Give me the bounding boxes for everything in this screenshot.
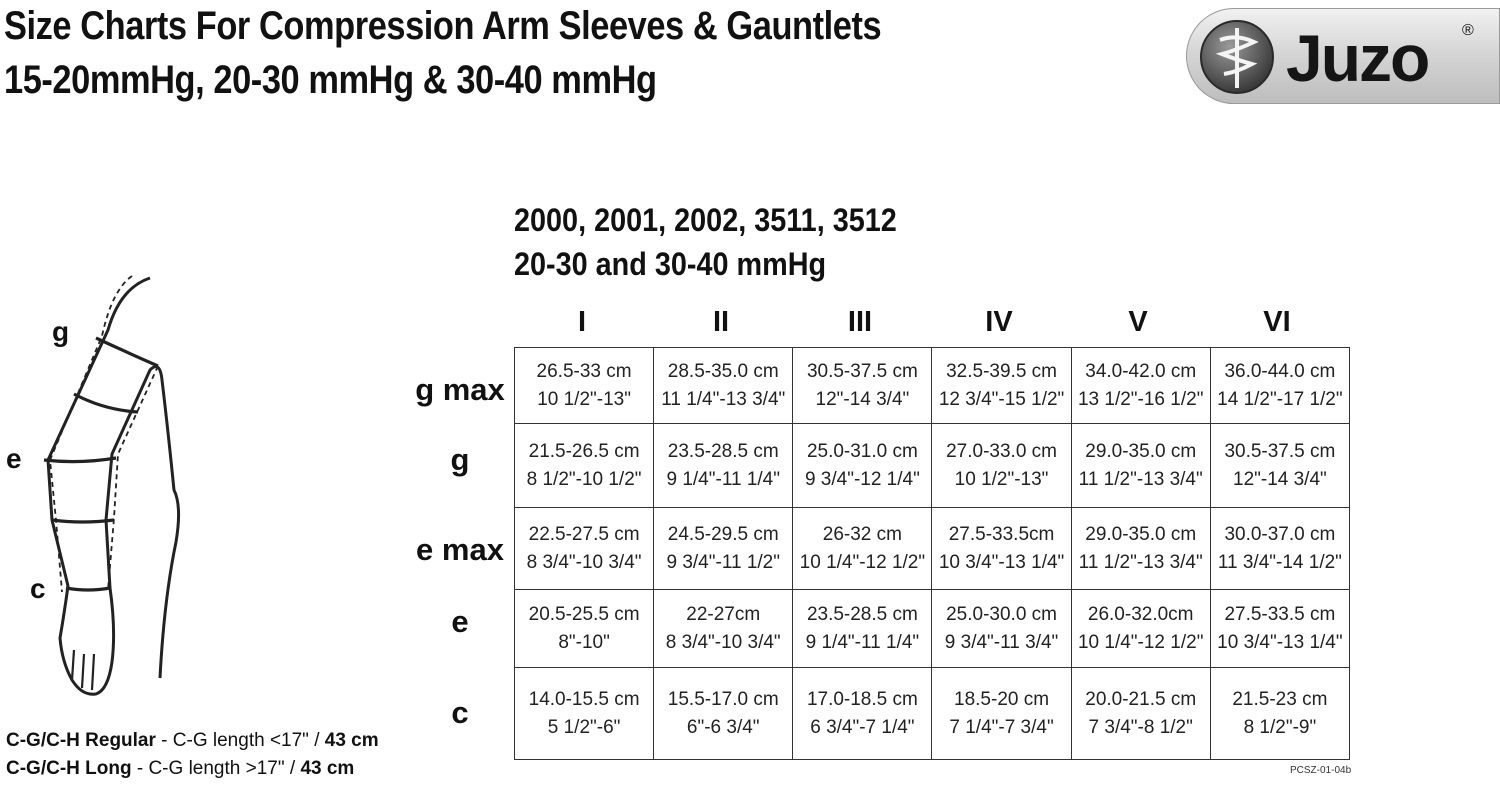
arm-outline	[46, 276, 181, 696]
table-cell: 27.5-33.5cm 10 3/4"-13 1/4"	[931, 507, 1072, 590]
size-header-5: V	[1128, 306, 1148, 338]
sleeve-outline-outer	[49, 275, 133, 593]
footnote-regular: C-G/C-H Regular - C-G length <17" / 43 c…	[6, 730, 379, 751]
table-cell: 27.0-33.0 cm 10 1/2"-13"	[931, 423, 1072, 508]
table-cell: 15.5-17.0 cm 6"-6 3/4"	[653, 667, 794, 760]
table-cell: 25.0-30.0 cm 9 3/4"-11 3/4"	[931, 589, 1072, 668]
table-cell: 20.5-25.5 cm 8"-10"	[513, 589, 655, 668]
table-cell: 30.0-37.0 cm 11 3/4"-14 1/2"	[1209, 507, 1351, 590]
table-cell: 32.5-39.5 cm 12 3/4"-15 1/2"	[931, 347, 1072, 424]
brand-logo: Juzo ®	[1186, 8, 1500, 104]
diagram-label-e: e	[6, 443, 22, 474]
size-chart-table: 26.5-33 cm 10 1/2"-13" 28.5-35.0 cm 11 1/4…	[513, 347, 1351, 760]
e-band	[43, 456, 117, 464]
table-cell: 20.0-21.5 cm 7 3/4"-8 1/2"	[1070, 667, 1211, 760]
table-cell: 29.0-35.0 cm 11 1/2"-13 3/4"	[1070, 507, 1211, 590]
row-label-g: g	[450, 442, 470, 477]
table-cell: 21.5-23 cm 8 1/2"-9"	[1209, 667, 1351, 760]
table-row: 20.5-25.5 cm 8"-10" 22-27cm 8 3/4"-10 3/4"…	[513, 589, 1351, 668]
table-row: 21.5-26.5 cm 8 1/2"-10 1/2" 23.5-28.5 cm 9…	[513, 423, 1351, 508]
table-cell: 25.0-31.0 cm 9 3/4"-12 1/4"	[792, 423, 933, 508]
table-cell: 36.0-44.0 cm 14 1/2"-17 1/2"	[1209, 347, 1351, 424]
table-cell: 30.5-37.5 cm 12"-14 3/4"	[1209, 423, 1351, 508]
table-cell: 17.0-18.5 cm 6 3/4"-7 1/4"	[792, 667, 933, 760]
table-cell: 30.5-37.5 cm 12"-14 3/4"	[792, 347, 933, 424]
table-cell: 14.0-15.5 cm 5 1/2"-6"	[513, 667, 655, 760]
table-row: 26.5-33 cm 10 1/2"-13" 28.5-35.0 cm 11 1/4…	[513, 347, 1351, 424]
table-row: 22.5-27.5 cm 8 3/4"-10 3/4" 24.5-29.5 cm 9…	[513, 507, 1351, 590]
brand-name: Juzo	[1286, 21, 1430, 95]
product-compression: 20-30 and 30-40 mmHg	[514, 246, 827, 282]
size-header-4: IV	[985, 306, 1013, 338]
table-cell: 22-27cm 8 3/4"-10 3/4"	[653, 589, 794, 668]
table-cell: 23.5-28.5 cm 9 1/4"-11 1/4"	[653, 423, 794, 508]
product-models: 2000, 2001, 2002, 3511, 3512	[514, 202, 897, 238]
table-row: 14.0-15.5 cm 5 1/2"-6" 15.5-17.0 cm 6"-6 3…	[513, 667, 1351, 760]
table-cell: 29.0-35.0 cm 11 1/2"-13 3/4"	[1070, 423, 1211, 508]
row-label-c: c	[451, 695, 469, 730]
size-header-1: I	[577, 306, 587, 338]
caduceus-icon	[1200, 20, 1274, 94]
size-header-6: VI	[1263, 306, 1291, 338]
table-cell: 26-32 cm 10 1/4"-12 1/2"	[792, 507, 933, 590]
table-cell: 28.5-35.0 cm 11 1/4"-13 3/4"	[653, 347, 794, 424]
table-cell: 22.5-27.5 cm 8 3/4"-10 3/4"	[513, 507, 655, 590]
table-cell: 23.5-28.5 cm 9 1/4"-11 1/4"	[792, 589, 933, 668]
table-cell: 26.0-32.0cm 10 1/4"-12 1/2"	[1070, 589, 1211, 668]
page-subtitle: 15-20mmHg, 20-30 mmHg & 30-40 mmHg	[4, 58, 657, 102]
row-label-g-max: g max	[415, 372, 505, 407]
document-code: PCSZ-01-04b	[1290, 765, 1352, 776]
table-cell: 27.5-33.5 cm 10 3/4"-13 1/4"	[1209, 589, 1351, 668]
g-band	[73, 392, 139, 414]
sleeve-outline-inner	[107, 365, 159, 591]
emax-band	[51, 518, 115, 524]
diagram-label-c: c	[30, 573, 46, 604]
size-header-2: II	[712, 306, 730, 338]
table-cell: 26.5-33 cm 10 1/2"-13"	[513, 347, 655, 424]
diagram-label-g: g	[52, 316, 70, 347]
row-label-e: e	[451, 604, 469, 639]
footnote-long: C-G/C-H Long - C-G length >17" / 43 cm	[6, 758, 355, 779]
table-cell: 34.0-42.0 cm 13 1/2"-16 1/2"	[1070, 347, 1211, 424]
arm-measurement-diagram	[43, 275, 181, 696]
table-cell: 24.5-29.5 cm 9 3/4"-11 1/2"	[653, 507, 794, 590]
gmax-band	[95, 336, 159, 368]
c-band	[65, 586, 111, 592]
registered-mark: ®	[1462, 22, 1474, 39]
table-cell: 18.5-20 cm 7 1/4"-7 3/4"	[931, 667, 1072, 760]
size-header-3: III	[847, 306, 873, 338]
row-label-e-max: e max	[416, 532, 504, 567]
hand-fingers	[70, 649, 96, 691]
page-title: Size Charts For Compression Arm Sleeves …	[4, 4, 882, 48]
table-cell: 21.5-26.5 cm 8 1/2"-10 1/2"	[513, 423, 655, 508]
